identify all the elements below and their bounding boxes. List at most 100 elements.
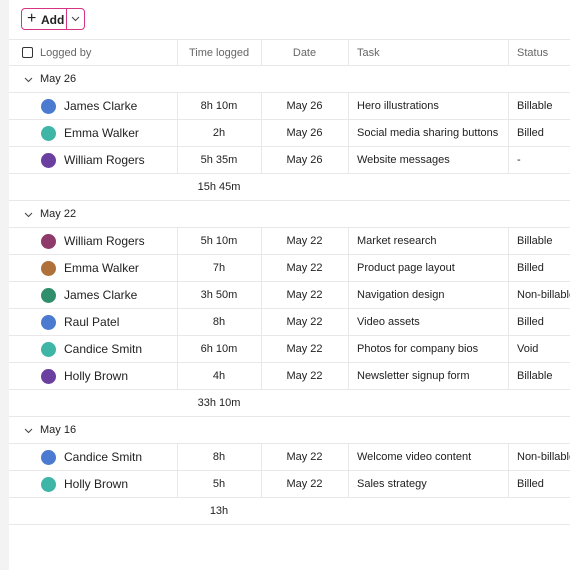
column-divider [348,93,349,119]
entry-row[interactable]: Candice Smitn 8h May 22 Welcome video conte… [9,444,570,471]
avatar [41,450,56,465]
column-header[interactable]: Logged by [40,47,92,59]
avatar [41,477,56,492]
task-cell: Photos for company bios [357,343,479,355]
date-cell: May 22 [286,478,323,490]
column-divider [177,336,178,362]
select-all-checkbox[interactable] [22,47,33,58]
avatar [41,234,56,249]
column-divider [348,282,349,308]
date-cell: May 22 [286,451,323,463]
entry-row[interactable]: James Clarke 3h 50m May 22 Navigation desig… [9,282,570,309]
group-label: May 26 [40,73,77,85]
column-divider [508,444,509,470]
time-cell: 8h 10m [200,100,238,112]
group-row: May 26 [9,66,570,93]
collapse-toggle[interactable] [24,212,33,218]
entry-row[interactable]: William Rogers 5h 35m May 26 Website messag… [9,147,570,174]
column-divider [177,93,178,119]
time-cell: 5h 35m [200,154,238,166]
user-name: Holly Brown [64,369,129,383]
plus-icon: + [27,10,37,27]
date-cell: May 26 [286,100,323,112]
date-cell: May 22 [286,262,323,274]
time-cell: 4h [212,370,226,382]
collapse-toggle[interactable] [24,428,33,434]
column-divider [261,147,262,173]
column-header[interactable]: Status [517,47,549,59]
entry-row[interactable]: James Clarke 8h 10m May 26 Hero illustratio… [9,93,570,120]
user-name: James Clarke [64,288,138,302]
avatar [41,126,56,141]
column-divider [508,336,509,362]
column-divider [261,255,262,281]
task-cell: Hero illustrations [357,100,439,112]
date-cell: May 22 [286,316,323,328]
date-cell: May 22 [286,289,323,301]
group-total: 15h 45m [197,181,241,193]
avatar [41,315,56,330]
dropdown-icon[interactable] [71,16,80,22]
column-divider [508,363,509,389]
group-label: May 16 [40,424,77,436]
user-name: James Clarke [64,99,138,113]
column-divider [261,282,262,308]
user-name: Candice Smitn [64,342,143,356]
column-divider [177,228,178,254]
date-cell: May 26 [286,154,323,166]
avatar [41,369,56,384]
entry-row[interactable]: Candice Smitn 6h 10m May 22 Photos for comp… [9,336,570,363]
column-divider [508,228,509,254]
date-cell: May 22 [286,370,323,382]
task-cell: Video assets [357,316,420,328]
column-header[interactable]: Time logged [188,47,250,59]
column-divider [177,309,178,335]
column-divider [508,40,509,66]
task-cell: Newsletter signup form [357,370,470,382]
column-divider [508,471,509,497]
group-total: 13h [209,505,229,517]
entry-row[interactable]: Raul Patel 8h May 22 Video assets Billed [9,309,570,336]
column-divider [261,471,262,497]
entry-row[interactable]: Emma Walker 7h May 22 Product page layout Bi… [9,255,570,282]
collapse-toggle[interactable] [24,77,33,83]
task-cell: Navigation design [357,289,445,301]
column-divider [348,363,349,389]
column-divider [261,228,262,254]
entry-row[interactable]: Emma Walker 2h May 26 Social media sharing … [9,120,570,147]
time-cell: 2h [212,127,226,139]
total-row: 33h 10m [9,390,570,417]
column-divider [348,336,349,362]
column-divider [177,255,178,281]
status-cell: Billed [517,127,544,139]
entry-row[interactable]: Holly Brown 4h May 22 Newsletter signup for… [9,363,570,390]
status-cell: - [517,154,521,166]
time-cell: 8h [212,316,226,328]
column-divider [508,309,509,335]
time-cell: 5h 10m [200,235,238,247]
column-divider [177,40,178,66]
entry-row[interactable]: Holly Brown 5h May 22 Sales strategy Billed [9,471,570,498]
column-divider [508,282,509,308]
entry-row[interactable]: William Rogers 5h 10m May 22 Market researc… [9,228,570,255]
column-divider [261,120,262,146]
column-divider [177,282,178,308]
user-name: Emma Walker [64,261,139,275]
add-button[interactable]: + Add [21,8,85,30]
group-total: 33h 10m [197,397,241,409]
column-header[interactable]: Date [292,47,317,59]
time-cell: 8h [212,451,226,463]
column-header[interactable]: Task [357,47,380,59]
column-divider [261,309,262,335]
column-divider [348,309,349,335]
column-divider [261,93,262,119]
column-divider [348,120,349,146]
status-cell: Billed [517,316,544,328]
task-cell: Website messages [357,154,450,166]
status-cell: Billed [517,262,544,274]
user-name: William Rogers [64,153,145,167]
time-cell: 3h 50m [200,289,238,301]
column-divider [348,444,349,470]
status-cell: Billable [517,235,553,247]
